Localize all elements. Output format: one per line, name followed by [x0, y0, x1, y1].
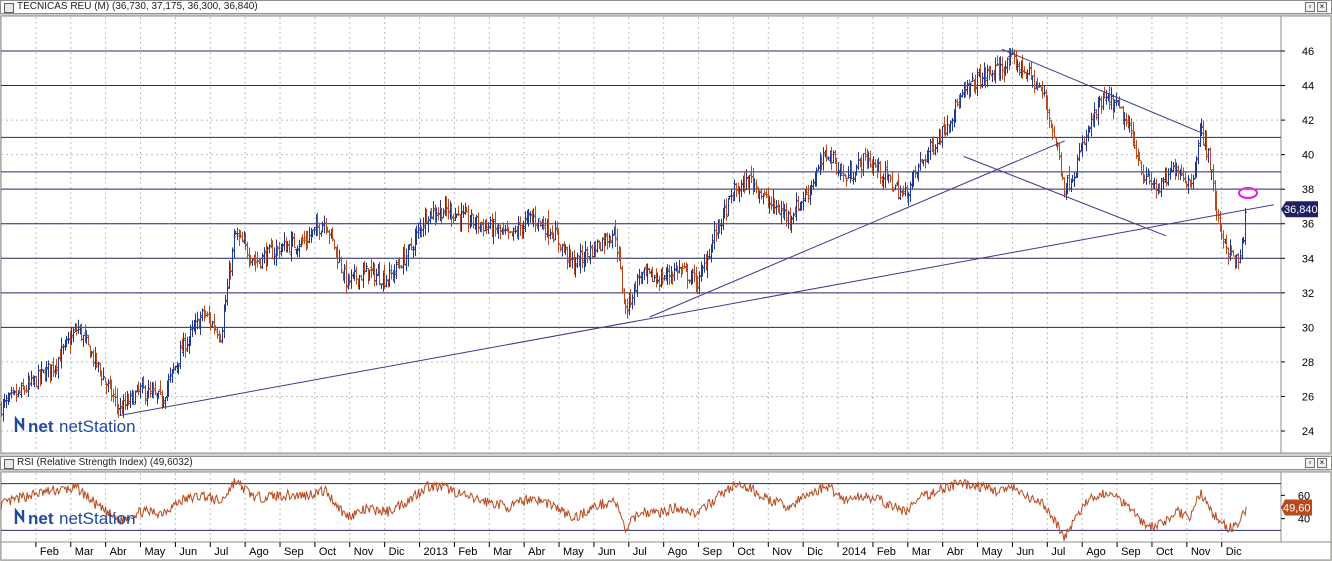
month-axis-label: 2013: [424, 546, 448, 558]
last-price-tag-shape: [1281, 201, 1318, 218]
month-axis-label: Nov: [354, 546, 374, 558]
month-axis-label: Jun: [598, 546, 616, 558]
price-axis-label: 44: [1302, 81, 1314, 93]
month-axis-label: Dic: [389, 546, 405, 558]
month-axis-label: Feb: [877, 546, 896, 558]
price-axis-label: 42: [1302, 115, 1314, 127]
price-plot-area[interactable]: [0, 15, 1282, 454]
last-price-tag-text: 36,840: [1284, 204, 1318, 216]
netstation-logo-text: netStation: [59, 417, 136, 436]
month-axis-label: Sep: [284, 546, 304, 558]
rsi-value-tag-text: 49,60: [1283, 502, 1311, 514]
price-axis-area: [1280, 15, 1332, 454]
last-price-tag: 36,840: [1281, 201, 1318, 218]
price-pane-header: TECNICAS REU (M) (36,730, 37,175, 36,300…: [0, 0, 1332, 14]
month-axis-label: Dic: [807, 546, 823, 558]
month-axis-label: Mar: [912, 546, 931, 558]
month-axis-label: Nov: [772, 546, 792, 558]
month-axis-label: Abr: [528, 546, 545, 558]
month-axis-label: Mar: [75, 546, 94, 558]
price-axis-label: 34: [1302, 253, 1314, 265]
rsi-value-tag-shape: [1281, 499, 1312, 516]
trendline: [119, 204, 1275, 416]
month-axis-label: Ago: [668, 546, 688, 558]
price-axis-label: 30: [1302, 322, 1314, 334]
netstation-logo-rsi-net: net: [28, 509, 54, 528]
rsi-maximize-button[interactable]: ▫: [1305, 458, 1315, 468]
month-axis-label: Abr: [110, 546, 127, 558]
maximize-pane-button[interactable]: ▫: [1305, 2, 1315, 12]
month-axis-label: Mar: [493, 546, 512, 558]
month-axis-label: Feb: [40, 546, 59, 558]
rsi-axis-label: 40: [1298, 514, 1310, 526]
price-axis-label: 26: [1302, 391, 1314, 403]
close-pane-button[interactable]: ×: [1317, 2, 1327, 12]
month-axis-label: May: [982, 546, 1003, 558]
month-axis-label: Dic: [1226, 546, 1242, 558]
month-axis-label: Jul: [633, 546, 647, 558]
month-axis-label: Nov: [1191, 546, 1211, 558]
netstation-logo: net netStation: [14, 415, 136, 436]
month-axis-label: 2014: [842, 546, 866, 558]
trendline: [963, 155, 1167, 237]
month-axis-label: Jun: [179, 546, 197, 558]
price-axis-label: 38: [1302, 184, 1314, 196]
month-axis-label: Sep: [703, 546, 723, 558]
month-axis-label: Abr: [947, 546, 964, 558]
netstation-logo-rsi-text: netStation: [59, 509, 136, 528]
rsi-close-button[interactable]: ×: [1317, 458, 1327, 468]
price-pane-title: TECNICAS REU (M) (36,730, 37,175, 36,300…: [17, 1, 258, 12]
month-axis-label: May: [563, 546, 584, 558]
netstation-logo-rsi-icon: [14, 507, 25, 524]
rsi-pane-title: RSI (Relative Strength Index) (49,6032): [17, 457, 193, 468]
rsi-line: [0, 478, 1247, 541]
month-axis-label: Oct: [319, 546, 336, 558]
price-axis-label: 28: [1302, 357, 1314, 369]
price-axis-label: 24: [1302, 426, 1314, 438]
netstation-logo-icon: [14, 415, 25, 432]
price-axis-label: 32: [1302, 288, 1314, 300]
breakdown-highlight-ellipse: [1238, 187, 1258, 199]
price-axis-label: 46: [1302, 46, 1314, 58]
rsi-pane-header: RSI (Relative Strength Index) (49,6032) …: [0, 456, 1332, 470]
netstation-logo-rsi: net netStation: [14, 507, 136, 528]
trendline: [1001, 48, 1205, 135]
month-axis-label: Oct: [1156, 546, 1173, 558]
time-axis-area: [0, 541, 1332, 561]
month-axis-label: Ago: [1086, 546, 1106, 558]
month-axis-label: Feb: [458, 546, 477, 558]
rsi-value-tag: 49,60: [1281, 499, 1312, 516]
month-axis-label: Sep: [1121, 546, 1141, 558]
rsi-plot-area[interactable]: [0, 471, 1282, 543]
price-axis-label: 36: [1302, 219, 1314, 231]
rsi-pane-menu-icon[interactable]: [4, 459, 14, 469]
month-axis-label: Jul: [1051, 546, 1065, 558]
pane-menu-icon[interactable]: [4, 3, 14, 13]
trendline: [649, 140, 1065, 318]
netstation-logo-net: net: [28, 417, 54, 436]
month-axis-label: Ago: [249, 546, 269, 558]
month-axis-label: May: [145, 546, 166, 558]
price-axis-label: 40: [1302, 150, 1314, 162]
month-axis-label: Oct: [737, 546, 754, 558]
rsi-axis-label: 60: [1298, 490, 1310, 502]
month-axis-label: Jul: [214, 546, 228, 558]
month-axis-label: Jun: [1016, 546, 1034, 558]
